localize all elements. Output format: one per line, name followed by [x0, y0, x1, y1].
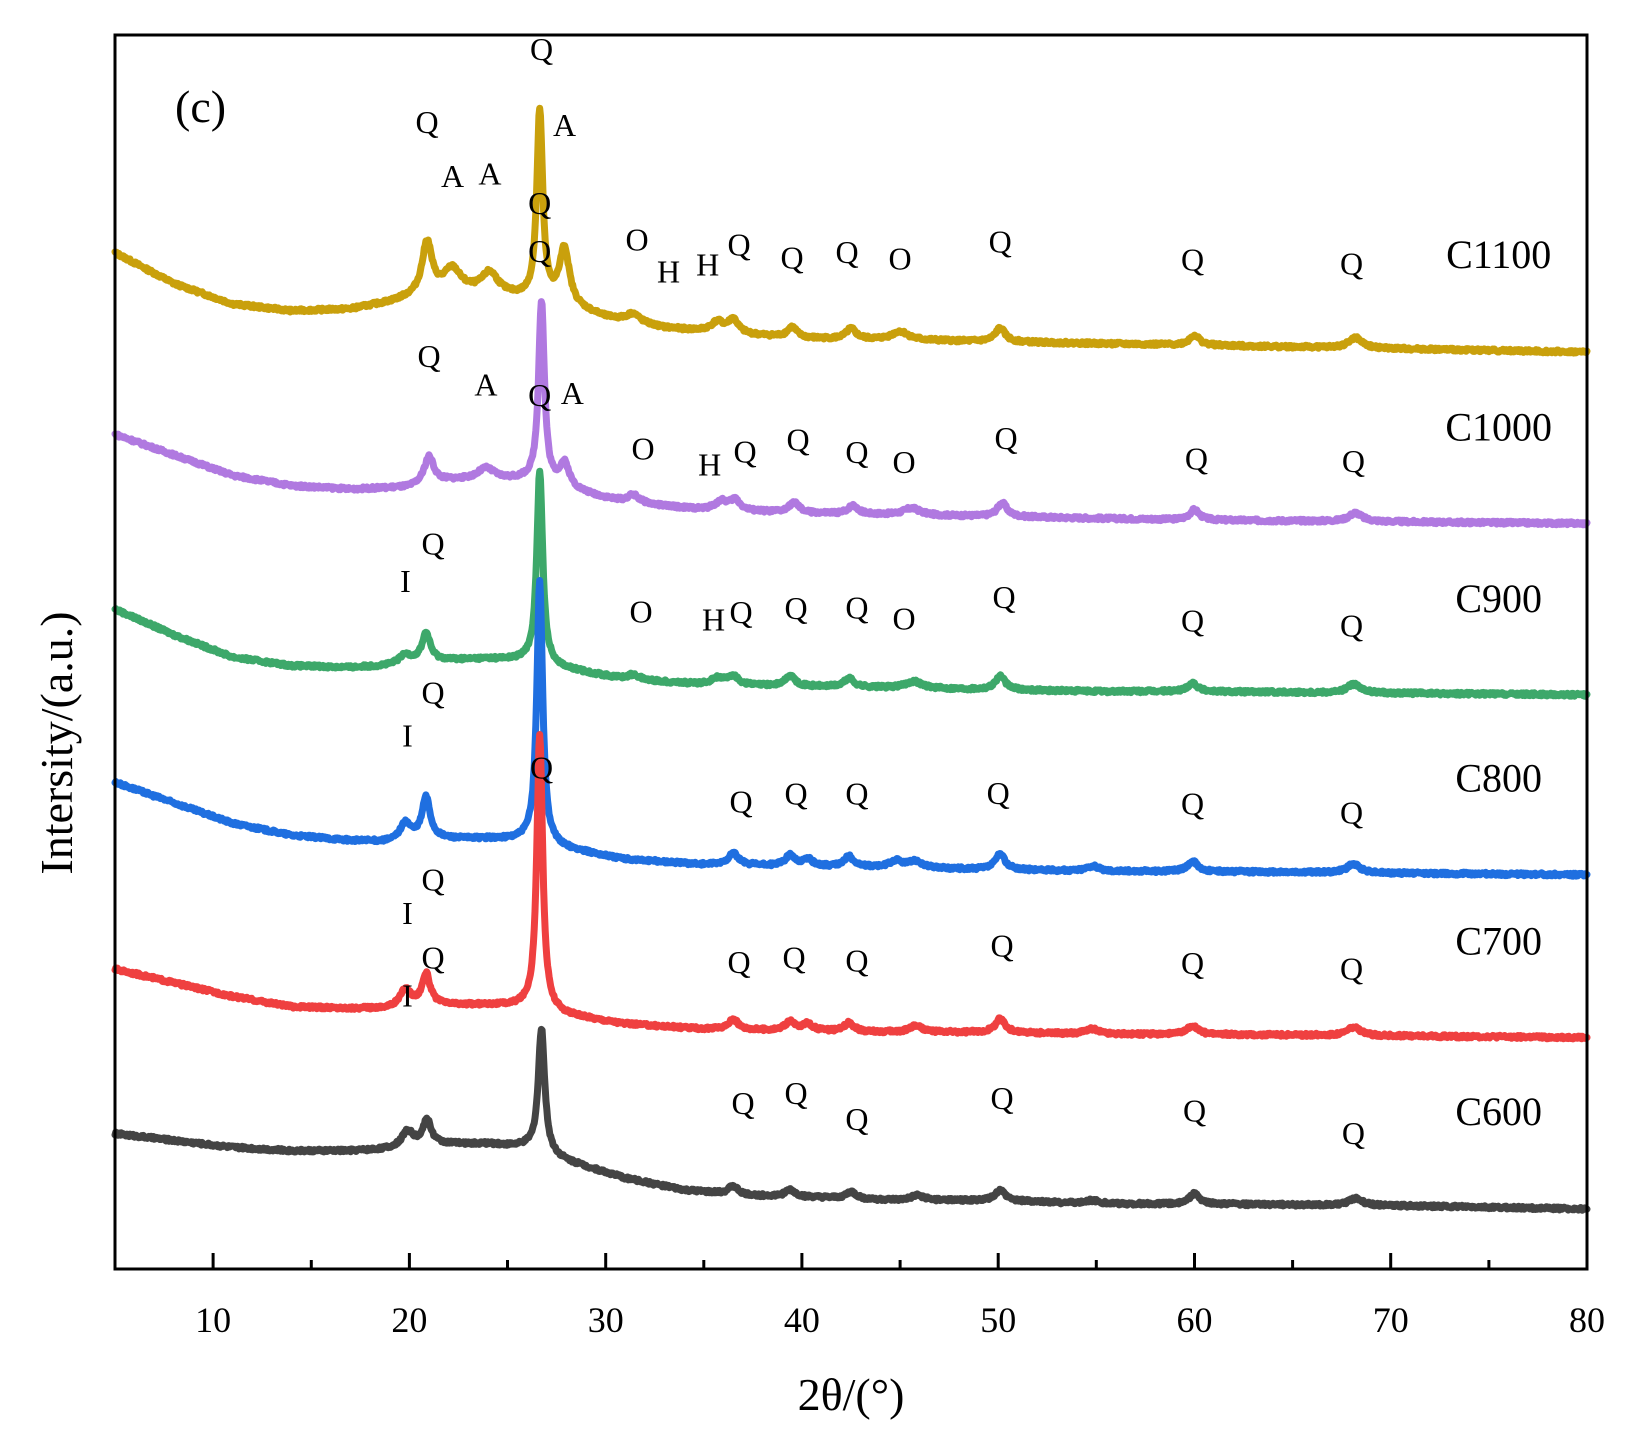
- peak-label-c700-6: Q: [991, 928, 1014, 964]
- peak-label-c700-3: Q: [728, 944, 751, 980]
- peak-label-c800-2: Q: [528, 233, 551, 269]
- x-tick-label: 80: [1569, 1300, 1605, 1340]
- peak-label-c1100-11: O: [889, 241, 912, 277]
- series-traces: [111, 104, 1591, 1214]
- peak-label-c700-1: Q: [421, 862, 444, 898]
- peak-label-c600-4: Q: [784, 1075, 807, 1111]
- peak-label-c1100-7: H: [696, 246, 719, 282]
- peak-label-c1000-8: Q: [845, 434, 868, 470]
- peak-label-c600-2: Q: [530, 750, 553, 786]
- peak-label-c1000-2: Q: [530, 31, 553, 67]
- peak-label-c800-6: Q: [987, 775, 1010, 811]
- trace-c1000: [111, 298, 1591, 529]
- trace-c700: [111, 731, 1591, 1043]
- peak-label-c800-8: Q: [1340, 795, 1363, 831]
- trace-c800: [111, 577, 1591, 880]
- peak-label-c1100-8: Q: [728, 227, 751, 263]
- x-tick-label: 70: [1373, 1300, 1409, 1340]
- peak-label-c600-5: Q: [845, 1101, 868, 1137]
- peak-label-c1000-5: H: [698, 447, 721, 483]
- peak-label-c600-8: Q: [1342, 1115, 1365, 1151]
- peak-label-c1000-3: A: [561, 375, 584, 411]
- peak-label-c700-8: Q: [1340, 951, 1363, 987]
- x-axis-title: 2θ/(°): [798, 1369, 905, 1420]
- peak-label-c800-7: Q: [1181, 786, 1204, 822]
- peak-label-c700-4: Q: [783, 940, 806, 976]
- series-label-c1100: C1100: [1446, 232, 1551, 277]
- peak-label-c1000-10: Q: [995, 420, 1018, 456]
- peak-label-c800-4: Q: [784, 775, 807, 811]
- peak-label-c1000-0: Q: [417, 338, 440, 374]
- peak-label-c800-1: Q: [421, 675, 444, 711]
- x-tick-label: 60: [1177, 1300, 1213, 1340]
- peak-label-c1100-1: A: [441, 158, 464, 194]
- x-tick-label: 20: [391, 1300, 427, 1340]
- peak-label-c700-5: Q: [845, 943, 868, 979]
- peak-label-c900-6: Q: [784, 590, 807, 626]
- peak-label-c900-11: Q: [1340, 608, 1363, 644]
- peak-label-c1100-6: H: [657, 254, 680, 290]
- series-label-c900: C900: [1455, 576, 1542, 621]
- peak-label-c1100-13: Q: [1181, 242, 1204, 278]
- peak-label-c800-3: Q: [730, 784, 753, 820]
- peak-label-c1100-9: Q: [781, 240, 804, 276]
- peak-label-c900-7: Q: [845, 590, 868, 626]
- panel-label: (c): [175, 81, 226, 132]
- peak-label-c600-7: Q: [1183, 1093, 1206, 1129]
- peak-label-c1000-12: Q: [1342, 443, 1365, 479]
- x-axis-ticks: 10 20 30 40 50 60 70 80: [195, 1253, 1605, 1340]
- peak-label-c900-2: Q: [528, 185, 551, 221]
- series-labels: C1100 C1000 C900 C800 C700 C600: [1445, 232, 1552, 1134]
- trace-c600: [111, 1025, 1591, 1214]
- peak-label-c900-4: H: [702, 601, 725, 637]
- peak-label-c1000-9: O: [892, 444, 915, 480]
- peak-label-c1000-11: Q: [1185, 441, 1208, 477]
- plot-background: [115, 35, 1587, 1269]
- x-tick-label: 40: [784, 1300, 820, 1340]
- peak-label-c900-5: Q: [730, 594, 753, 630]
- series-label-c1000: C1000: [1445, 404, 1552, 449]
- peak-label-c900-8: O: [892, 601, 915, 637]
- x-tick-label: 50: [980, 1300, 1016, 1340]
- peak-label-c900-1: Q: [421, 525, 444, 561]
- peak-label-c800-5: Q: [845, 776, 868, 812]
- series-label-c700: C700: [1455, 919, 1542, 964]
- peak-label-c800-0: I: [402, 718, 413, 754]
- series-label-c600: C600: [1455, 1089, 1542, 1134]
- peak-label-c600-0: I: [402, 977, 413, 1013]
- peak-label-c900-3: O: [629, 594, 652, 630]
- trace-c900: [111, 467, 1591, 700]
- peak-label-c900-10: Q: [1181, 602, 1204, 638]
- peak-annotations: QAAQAOHHQQQOQQQQAQAOHQQQOQQQIQQOHQQQOQQQ…: [400, 31, 1365, 1151]
- peak-label-c1100-0: Q: [416, 104, 439, 140]
- peak-label-c700-0: I: [402, 895, 413, 931]
- peak-label-c1000-1: A: [474, 367, 497, 403]
- trace-c1100: [111, 104, 1591, 357]
- x-tick-label: 10: [195, 1300, 231, 1340]
- plot-frame: [113, 33, 1589, 1271]
- x-tick-label: 30: [588, 1300, 624, 1340]
- peak-label-c1100-10: Q: [836, 234, 859, 270]
- peak-label-c1100-14: Q: [1340, 246, 1363, 282]
- peak-label-c700-7: Q: [1181, 945, 1204, 981]
- peak-label-c600-6: Q: [991, 1080, 1014, 1116]
- peak-label-c900-0: I: [400, 563, 411, 599]
- peak-label-c600-3: Q: [732, 1085, 755, 1121]
- peak-label-c1000-6: Q: [733, 434, 756, 470]
- peak-label-c900-9: Q: [993, 579, 1016, 615]
- peak-label-c1100-5: O: [626, 221, 649, 257]
- peak-label-c1000-7: Q: [786, 422, 809, 458]
- peak-label-c1000-4: O: [631, 430, 654, 466]
- peak-label-c700-2: Q: [528, 377, 551, 413]
- peak-label-c1100-2: A: [478, 156, 501, 192]
- peak-label-c1100-4: A: [553, 107, 576, 143]
- peak-label-c1100-12: Q: [989, 224, 1012, 260]
- peak-label-c600-1: Q: [421, 939, 444, 975]
- y-axis-title: Intersity/(a.u.): [31, 611, 82, 874]
- series-label-c800: C800: [1455, 756, 1542, 801]
